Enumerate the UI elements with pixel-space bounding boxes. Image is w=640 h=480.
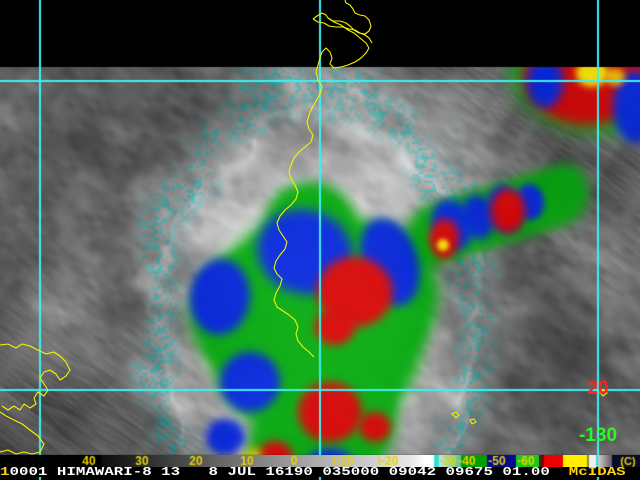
svg-text:-130: -130 <box>579 425 617 446</box>
svg-text:20: 20 <box>587 378 608 399</box>
